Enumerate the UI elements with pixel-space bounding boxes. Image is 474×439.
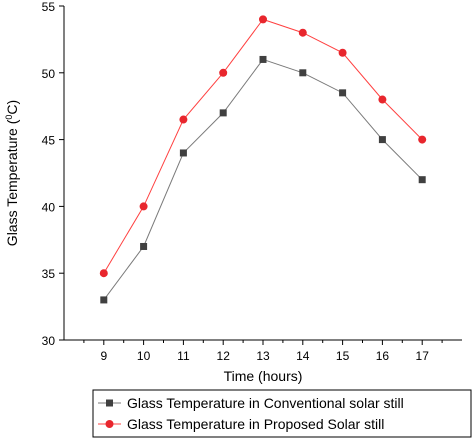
series-point-0	[259, 55, 267, 63]
y-tick-label: 30	[42, 334, 56, 348]
y-tick-label: 55	[42, 0, 56, 14]
series-point-1	[219, 68, 228, 77]
series-point-1	[418, 135, 427, 144]
x-tick-label: 10	[137, 349, 151, 363]
x-tick-label: 17	[416, 349, 430, 363]
series-point-1	[99, 269, 108, 278]
series-point-1	[259, 15, 267, 24]
series-point-0	[140, 242, 148, 250]
x-tick-label: 11	[177, 349, 190, 363]
series-point-1	[378, 95, 387, 104]
series-point-0	[299, 69, 307, 77]
x-tick-label: 16	[376, 349, 390, 363]
legend-marker-0	[106, 399, 113, 407]
x-tick-label: 9	[100, 349, 107, 363]
y-tick-label: 40	[42, 200, 56, 214]
series-point-1	[139, 202, 148, 211]
legend-label-0: Glass Temperature in Conventional solar …	[127, 395, 404, 411]
legend-box	[92, 389, 472, 438]
y-axis-title-main: Glass Temperature (	[4, 119, 20, 246]
x-tick-label: 12	[217, 349, 231, 363]
y-axis-title-superscript: 0	[4, 115, 14, 120]
series-point-0	[339, 89, 347, 97]
y-axis-title: Glass Temperature (0C)	[4, 100, 20, 246]
series-point-0	[418, 176, 426, 184]
series-point-1	[338, 48, 347, 57]
y-tick-label: 35	[42, 267, 56, 281]
series-point-1	[298, 28, 307, 37]
series-point-0	[219, 109, 227, 117]
legend-marker-1	[105, 420, 114, 428]
series-point-0	[378, 136, 386, 144]
legend: Glass Temperature in Conventional solar …	[92, 389, 472, 438]
x-tick-label: 13	[256, 349, 270, 363]
y-axis-title-tail: C)	[4, 100, 20, 115]
y-tick-label: 50	[42, 67, 56, 81]
series-point-0	[100, 296, 108, 304]
y-tick-label: 45	[42, 134, 56, 148]
x-tick-label: 15	[336, 349, 350, 363]
axis-ticks: 9 10 11 12 13 14 15 16 17 30 35 40 45 50 55	[42, 0, 443, 363]
series-point-0	[179, 149, 187, 157]
x-tick-label: 14	[296, 349, 310, 363]
x-axis-title: Time (hours)	[224, 368, 303, 384]
series-point-1	[179, 115, 188, 124]
series-layer	[99, 15, 427, 304]
legend-label-1: Glass Temperature in Proposed Solar stil…	[127, 416, 384, 432]
series-line-0	[103, 58, 423, 301]
